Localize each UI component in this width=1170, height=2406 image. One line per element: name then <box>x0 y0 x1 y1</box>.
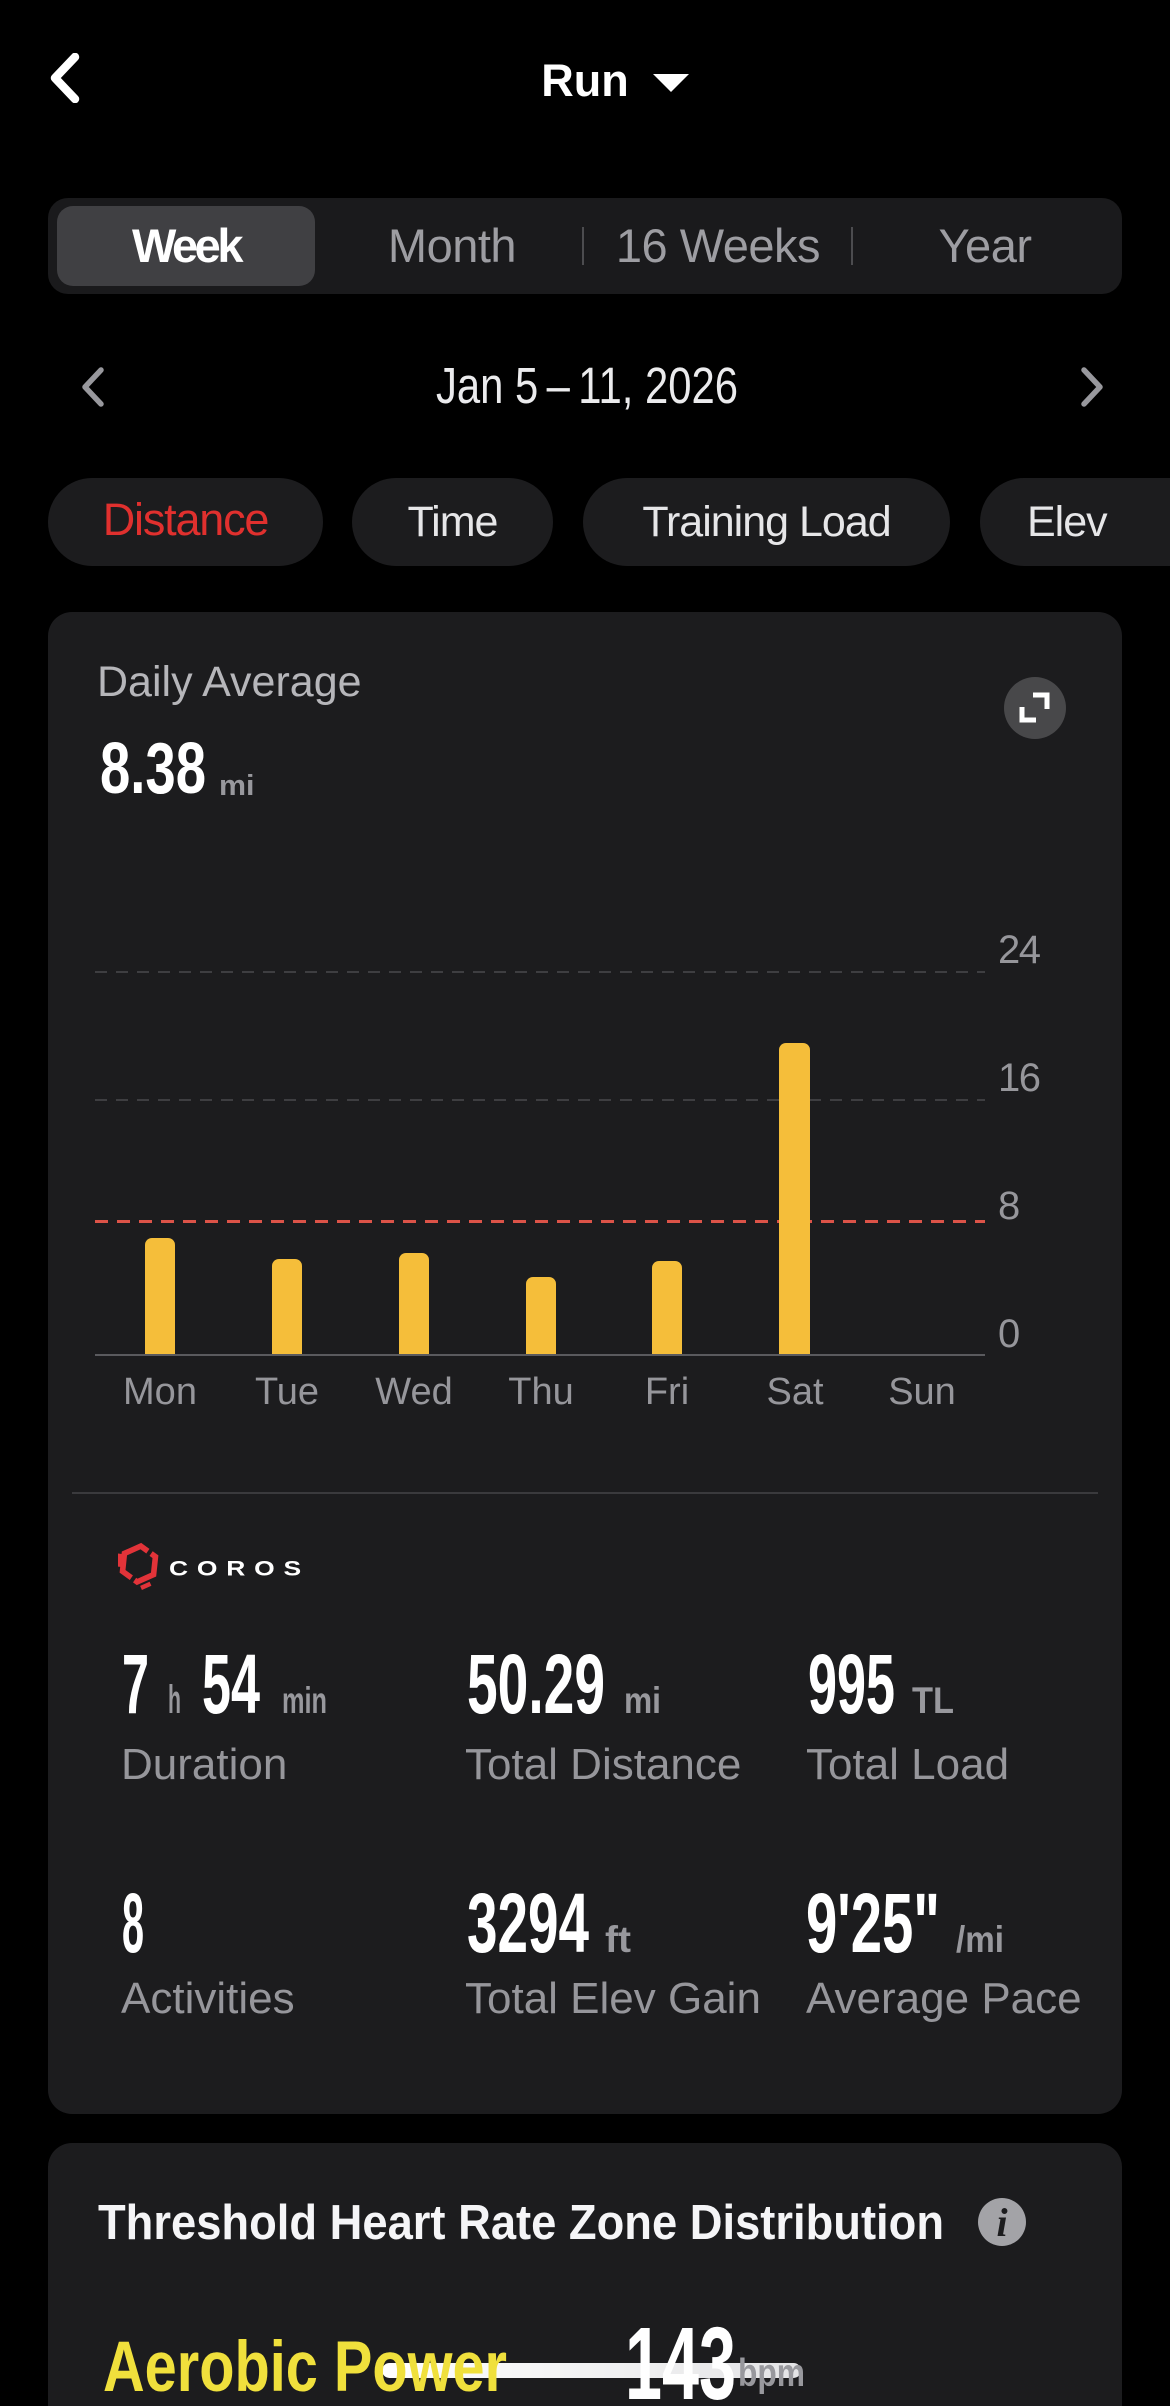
svg-text:143: 143 <box>625 2316 736 2406</box>
svg-text:COROS: COROS <box>169 1558 310 1581</box>
svg-text:8: 8 <box>122 1889 144 1955</box>
svg-text:8.38: 8.38 <box>100 740 206 796</box>
svg-text:9'25": 9'25" <box>806 1889 940 1955</box>
svg-text:995: 995 <box>808 1650 895 1716</box>
svg-text:7: 7 <box>122 1650 149 1716</box>
svg-text:Aerobic Power: Aerobic Power <box>103 2335 507 2395</box>
svg-text:bpm: bpm <box>738 2352 805 2395</box>
svg-text:mi: mi <box>219 770 255 796</box>
svg-text:50.29: 50.29 <box>467 1650 605 1716</box>
svg-text:h: h <box>168 1678 181 1716</box>
svg-text:54: 54 <box>202 1650 260 1716</box>
svg-text:3294: 3294 <box>467 1889 589 1955</box>
svg-text:min: min <box>282 1680 327 1716</box>
svg-text:ft: ft <box>605 1919 631 1955</box>
svg-text:mi: mi <box>624 1680 661 1716</box>
svg-text:TL: TL <box>912 1680 954 1716</box>
svg-text:Jan 5 – 11, 2026: Jan 5 – 11, 2026 <box>436 360 738 412</box>
svg-text:/mi: /mi <box>956 1919 1004 1955</box>
svg-text:Threshold Heart Rate Zone Dist: Threshold Heart Rate Zone Distribution <box>98 2196 944 2250</box>
